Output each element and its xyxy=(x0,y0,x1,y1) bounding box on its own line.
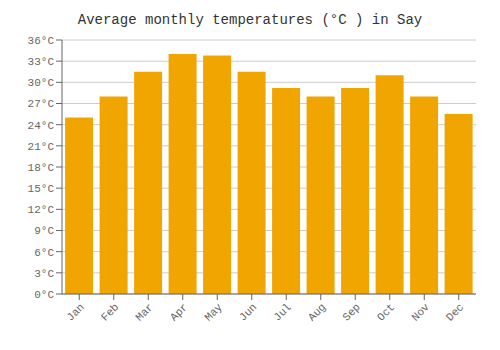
html-text:Average monthly temperatures (: Average monthly temperatures (°C ) in Sa… xyxy=(77,12,423,28)
svg-text:27°C: 27°C xyxy=(28,98,55,110)
svg-text:Jun: Jun xyxy=(237,301,259,323)
svg-text:15°C: 15°C xyxy=(28,183,55,195)
svg-text:Jan: Jan xyxy=(64,301,86,323)
svg-text:6°C: 6°C xyxy=(34,247,54,259)
svg-text:9°C: 9°C xyxy=(34,225,54,237)
svg-text:Jul: Jul xyxy=(271,301,293,323)
svg-text:Nov: Nov xyxy=(409,301,432,324)
svg-text:21°C: 21°C xyxy=(28,141,55,153)
svg-text:3°C: 3°C xyxy=(34,268,54,280)
svg-text:12°C: 12°C xyxy=(28,204,55,216)
svg-text:0°C: 0°C xyxy=(34,289,54,301)
svg-text:Dec: Dec xyxy=(444,301,466,323)
svg-text:Apr: Apr xyxy=(168,301,190,323)
svg-text:Oct: Oct xyxy=(375,301,397,323)
svg-text:24°C: 24°C xyxy=(28,120,55,132)
svg-text:18°C: 18°C xyxy=(28,162,55,174)
svg-text:30°C: 30°C xyxy=(28,77,55,89)
svg-text:Sep: Sep xyxy=(340,301,362,323)
svg-text:Feb: Feb xyxy=(99,301,121,323)
svg-text:33°C: 33°C xyxy=(28,56,55,68)
svg-text:Aug: Aug xyxy=(306,301,328,323)
svg-text:36°C: 36°C xyxy=(28,35,55,47)
svg-text:May: May xyxy=(202,301,225,324)
svg-text:Mar: Mar xyxy=(133,301,155,323)
